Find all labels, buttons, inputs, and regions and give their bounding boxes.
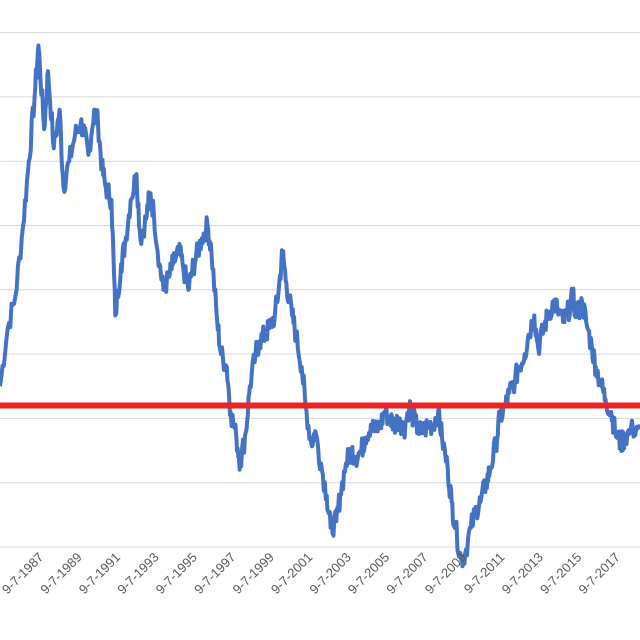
x-tick-label: 9-7-1989: [37, 550, 84, 597]
x-tick-label: 9-7-1995: [153, 550, 200, 597]
x-tick-label: 9-7-1993: [114, 550, 161, 597]
x-tick-label: 9-7-2015: [537, 550, 584, 597]
x-tick-label: 9-7-1999: [230, 550, 277, 597]
gridlines: [0, 32, 640, 548]
x-tick-label: 9-7-2017: [575, 550, 622, 597]
x-tick-labels: 9-7-19879-7-19899-7-19919-7-19939-7-1995…: [0, 550, 623, 597]
series-layer: [0, 43, 640, 569]
x-tick-label: 9-7-2007: [383, 550, 430, 597]
x-tick-label: 9-7-2013: [499, 550, 546, 597]
x-tick-label: 9-7-2005: [345, 550, 392, 597]
x-tick-label: 9-7-2001: [268, 550, 315, 597]
x-tick-label: 9-7-1991: [76, 550, 123, 597]
x-tick-label: 9-7-2009: [422, 550, 469, 597]
x-tick-label: 9-7-2003: [306, 550, 353, 597]
series-line-0: [0, 43, 640, 569]
x-tick-label: 9-7-1987: [0, 550, 46, 597]
x-tick-label: 9-7-1997: [191, 550, 238, 597]
